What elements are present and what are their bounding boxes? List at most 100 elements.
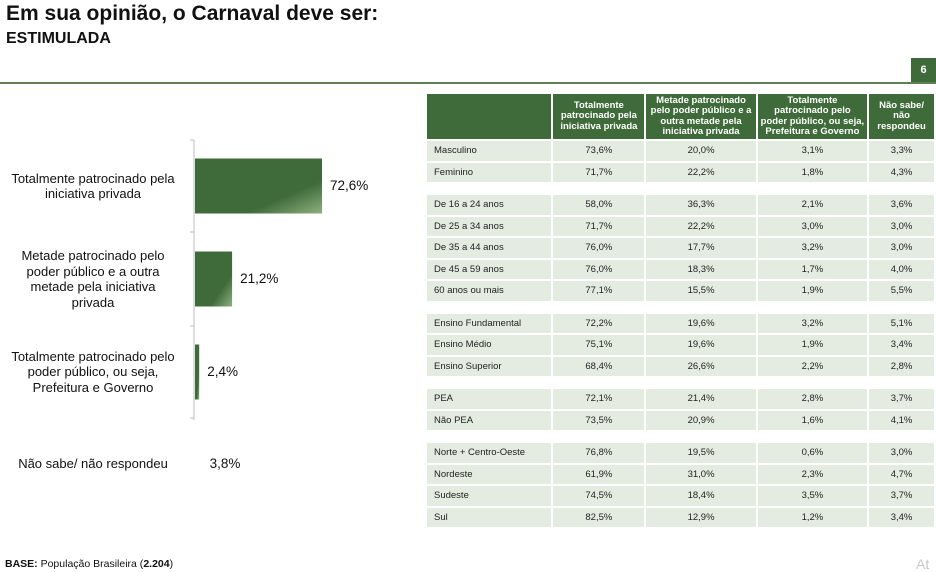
value-cell: 3,6% [869, 195, 934, 215]
table-row: Nordeste 61,9% 31,0% 2,3% 4,7% [427, 464, 934, 484]
base-label: BASE: [5, 558, 38, 570]
spacer-cell [553, 303, 644, 312]
spacer-cell [646, 432, 755, 441]
value-cell: 19,6% [646, 335, 756, 355]
table-row: Ensino Superior 68,4% 26,6% 2,2% 2,8% [427, 356, 934, 376]
value-cell: 1,2% [757, 507, 868, 527]
spacer-cell [869, 378, 934, 387]
value-cell: 4,1% [869, 410, 934, 430]
bar-chart-svg [190, 139, 322, 420]
spacer-cell [758, 303, 867, 312]
value-cell: 4,3% [869, 162, 934, 182]
row-label-cell: Ensino Superior [427, 356, 552, 376]
category-label-2: Metade patrocinado pelo poder público e a… [0, 248, 186, 310]
spacer-cell [646, 378, 755, 387]
table-row: De 35 a 44 anos 76,0% 17,7% 3,2% 3,0% [427, 238, 934, 258]
crosstab-table-container: Totalmente patrocinado pela iniciativa p… [425, 92, 936, 529]
table-row: Feminino 71,7% 22,2% 1,8% 4,3% [427, 162, 934, 182]
header-divider [0, 82, 936, 84]
table-row: Não PEA 73,5% 20,9% 1,6% 4,1% [427, 410, 934, 430]
value-cell: 75,1% [553, 335, 645, 355]
table-group-spacer [427, 432, 934, 441]
page-subtitle: ESTIMULADA [6, 30, 111, 47]
value-cell: 22,2% [646, 162, 756, 182]
spacer-cell [869, 432, 934, 441]
spacer-cell [869, 303, 934, 312]
value-cell: 20,0% [646, 141, 756, 161]
value-cell: 1,6% [757, 410, 868, 430]
bar-2 [195, 251, 233, 307]
spacer-cell [758, 184, 867, 193]
spacer-cell [427, 378, 551, 387]
value-cell: 76,8% [553, 443, 645, 463]
value-cell: 76,0% [553, 238, 645, 258]
value-cell: 1,9% [757, 281, 868, 301]
bar-3 [195, 344, 200, 400]
value-cell: 3,2% [757, 313, 868, 333]
row-label-cell: De 16 a 24 anos [427, 195, 552, 215]
table-header-4: Não sabe/ não respondeu [869, 94, 934, 139]
spacer-cell [869, 184, 934, 193]
spacer-cell [553, 378, 644, 387]
value-cell: 2,3% [757, 464, 868, 484]
value-cell: 12,9% [646, 507, 756, 527]
table-row: Sul 82,5% 12,9% 1,2% 3,4% [427, 507, 934, 527]
row-label-cell: De 45 a 59 anos [427, 259, 552, 279]
spacer-cell [758, 378, 867, 387]
value-label-2: 21,2% [240, 271, 279, 286]
value-cell: 3,0% [869, 443, 934, 463]
value-label-1: 72,6% [330, 178, 369, 193]
category-label-line: Totalmente patrocinado pelo [11, 348, 175, 364]
base-text: População Brasileira ( [37, 558, 144, 570]
category-label-1: Totalmente patrocinado pela iniciativa pr… [0, 171, 186, 202]
value-cell: 1,9% [757, 335, 868, 355]
value-cell: 2,8% [869, 356, 934, 376]
value-cell: 3,0% [757, 216, 868, 236]
page-title: Em sua opinião, o Carnaval deve ser: [6, 2, 379, 25]
value-cell: 3,7% [869, 486, 934, 506]
category-label-line: privada [71, 294, 115, 310]
category-label-line: Não sabe/ não respondeu [18, 456, 168, 472]
category-label-line: Totalmente patrocinado pela [11, 170, 175, 186]
value-cell: 3,4% [869, 507, 934, 527]
spacer-cell [553, 432, 644, 441]
category-label-line: Metade patrocinado pelo [21, 248, 165, 263]
value-cell: 58,0% [553, 195, 645, 215]
page-number-badge: 6 [911, 58, 936, 82]
table-row: PEA 72,1% 21,4% 2,8% 3,7% [427, 389, 934, 409]
value-cell: 4,0% [869, 259, 934, 279]
category-label-line: iniciativa privada [44, 186, 142, 201]
spacer-cell [646, 184, 755, 193]
category-label-line: Prefeitura e Governo [32, 379, 154, 395]
table-header-3: Totalmente patrocinado pelo poder públic… [757, 94, 868, 139]
value-cell: 3,2% [757, 238, 868, 258]
table-header-1: Totalmente patrocinado pela iniciativa p… [553, 94, 645, 139]
value-cell: 22,2% [646, 216, 756, 236]
value-cell: 19,6% [646, 313, 756, 333]
value-cell: 72,2% [553, 313, 645, 333]
spacer-cell [427, 303, 551, 312]
value-cell: 2,1% [757, 195, 868, 215]
category-label-line: metade pela iniciativa [30, 279, 156, 294]
value-cell: 61,9% [553, 464, 645, 484]
value-cell: 2,2% [757, 356, 868, 376]
table-row: Ensino Médio 75,1% 19,6% 1,9% 3,4% [427, 335, 934, 355]
value-cell: 31,0% [646, 464, 756, 484]
value-cell: 3,7% [869, 389, 934, 409]
value-cell: 4,7% [869, 464, 934, 484]
spacer-cell [427, 432, 551, 441]
row-label-cell: Nordeste [427, 464, 552, 484]
spacer-cell [758, 432, 867, 441]
crosstab-table: Totalmente patrocinado pela iniciativa p… [425, 92, 936, 529]
bar-1 [195, 158, 322, 214]
row-label-cell: PEA [427, 389, 552, 409]
base-count: 2.204 [143, 558, 170, 570]
spacer-cell [646, 303, 755, 312]
value-cell: 19,5% [646, 443, 756, 463]
value-cell: 5,1% [869, 313, 934, 333]
base-footnote: BASE: População Brasileira (2.204) [5, 558, 173, 570]
value-cell: 71,7% [553, 162, 645, 182]
table-row: De 45 a 59 anos 76,0% 18,3% 1,7% 4,0% [427, 259, 934, 279]
value-cell: 5,5% [869, 281, 934, 301]
value-cell: 82,5% [553, 507, 645, 527]
